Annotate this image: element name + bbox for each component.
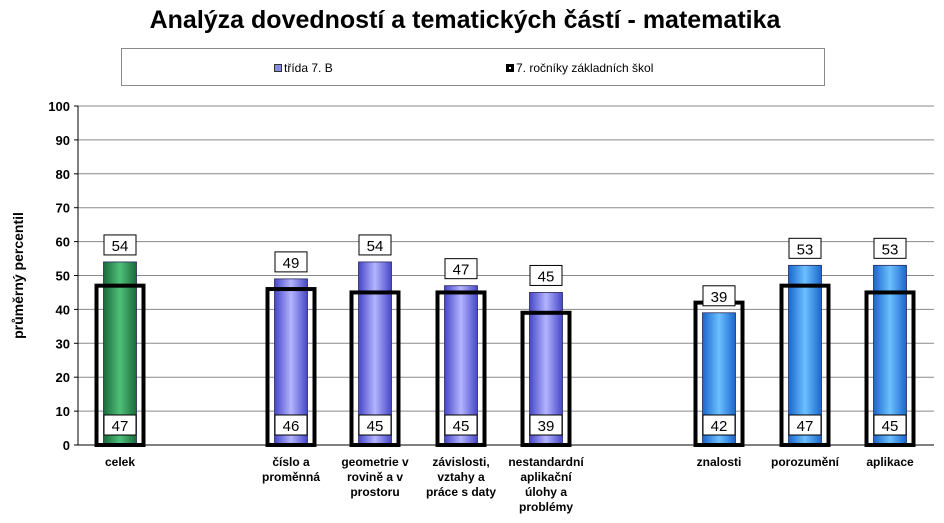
data-label-box-national (103, 414, 137, 436)
data-label-box-class (274, 251, 308, 273)
data-label-class: 54 (112, 238, 129, 255)
category-label-line: číslo a (272, 455, 310, 469)
data-label-class: 54 (367, 238, 384, 255)
data-label-box-class (873, 237, 907, 259)
bar-national (94, 283, 146, 448)
data-label-box-national (873, 414, 907, 436)
category-label-line: celek (105, 455, 135, 469)
category-label-line: úlohy a (525, 485, 567, 499)
legend-item-national: 7. ročníky základních škol (506, 61, 653, 75)
category-label-line: aplikační (520, 470, 572, 484)
data-label-box-national (702, 414, 736, 436)
data-label-box-national (529, 414, 563, 436)
y-tick-label: 50 (56, 269, 70, 284)
data-label-class: 49 (283, 255, 300, 272)
bar-national (435, 290, 487, 448)
data-label-national: 47 (797, 418, 814, 435)
data-label-box-national (788, 414, 822, 436)
category-label: číslo a proměnná (262, 455, 320, 484)
category-label: geometrie v rovině a v prostoru (341, 455, 409, 499)
legend-swatch-class (274, 64, 282, 72)
data-label-national: 42 (711, 418, 728, 435)
data-label-class: 47 (453, 262, 470, 279)
y-axis-label: průměrný percentil (10, 212, 26, 339)
y-tick-label: 10 (56, 404, 70, 419)
y-tick-label: 30 (56, 336, 70, 351)
data-label-box-national (444, 414, 478, 436)
category-label-line: nestandardní (508, 455, 584, 469)
data-label-box-class (702, 285, 736, 307)
legend-item-class: třída 7. B (274, 61, 333, 75)
data-label-box-class (444, 258, 478, 280)
y-tick-label: 60 (56, 235, 70, 250)
y-tick-label: 90 (56, 133, 70, 148)
y-tick-label: 80 (56, 167, 70, 182)
data-label-national: 46 (283, 418, 300, 435)
legend: třída 7. B 7. ročníky základních škol (121, 48, 825, 86)
category-label-line: práce s daty (426, 485, 496, 499)
y-tick-label: 40 (56, 302, 70, 317)
category-label-line: rovině a v (347, 470, 403, 484)
category-label-line: aplikace (866, 455, 914, 469)
data-label-class: 53 (797, 241, 814, 258)
category-label: nestandardní aplikační úlohy a problémy (508, 455, 584, 514)
y-tick-label: 70 (56, 201, 70, 216)
category-label: porozumění (771, 455, 840, 469)
data-label-class: 45 (538, 268, 555, 285)
data-label-national: 45 (367, 418, 384, 435)
bar-national (349, 290, 401, 448)
bar-national (779, 283, 831, 448)
bar-national (520, 310, 572, 448)
category-label-line: vztahy a (437, 470, 485, 484)
category-label-line: prostoru (350, 485, 399, 499)
y-tick-label: 20 (56, 370, 70, 385)
data-label-box-national (358, 414, 392, 436)
category-label-line: porozumění (771, 455, 840, 469)
category-label-line: geometrie v (341, 455, 409, 469)
y-tick-label: 0 (63, 438, 70, 453)
data-label-national: 47 (112, 418, 129, 435)
category-label-line: znalosti (697, 455, 742, 469)
bar-national (864, 290, 916, 448)
data-label-class: 39 (711, 289, 728, 306)
bar-class (103, 261, 137, 446)
data-label-national: 39 (538, 418, 555, 435)
data-label-box-national (274, 414, 308, 436)
data-label-class: 53 (882, 241, 899, 258)
data-label-box-class (529, 264, 563, 286)
y-tick-label: 100 (48, 99, 70, 114)
bar-national (265, 287, 317, 447)
category-label-line: závislosti, (432, 455, 489, 469)
category-label: závislosti, vztahy a práce s daty (426, 455, 496, 499)
category-label-line: proměnná (262, 470, 320, 484)
category-label-line: problémy (519, 500, 573, 514)
data-label-national: 45 (453, 418, 470, 435)
chart-title: Analýza dovedností a tematických částí -… (149, 6, 781, 34)
category-label: znalosti (697, 455, 742, 469)
category-label: aplikace (866, 455, 914, 469)
category-label: celek (105, 455, 135, 469)
legend-label-national: 7. ročníky základních škol (516, 61, 654, 75)
legend-label-class: třída 7. B (284, 61, 333, 75)
legend-swatch-national (506, 64, 514, 72)
data-label-national: 45 (882, 418, 899, 435)
data-label-box-class (103, 234, 137, 256)
data-label-box-class (358, 234, 392, 256)
data-label-box-class (788, 237, 822, 259)
